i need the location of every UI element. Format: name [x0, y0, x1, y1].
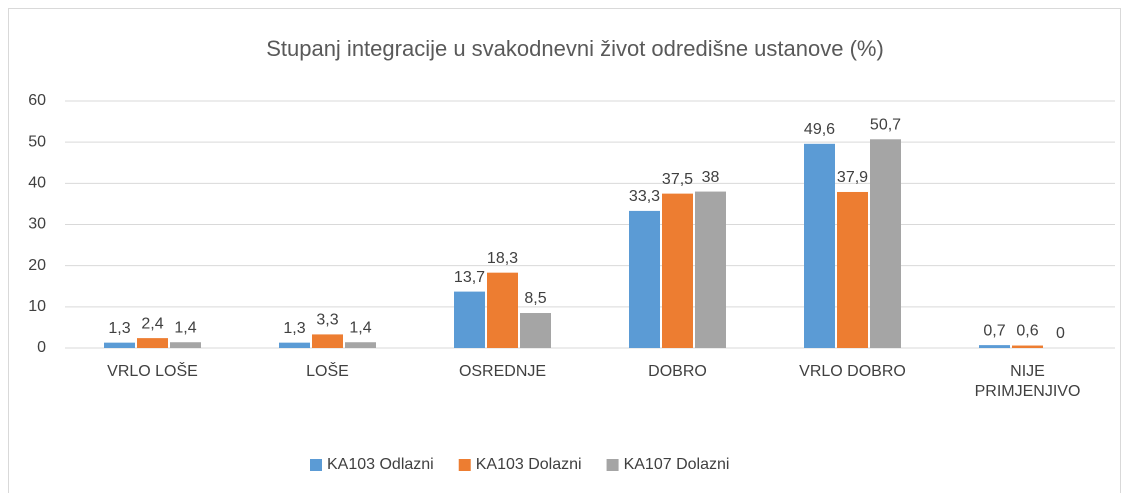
- bar: [870, 139, 901, 348]
- x-tick-label: DOBRO: [648, 363, 707, 380]
- data-label: 49,6: [804, 121, 835, 138]
- bar: [837, 191, 868, 348]
- bar: [170, 342, 201, 348]
- x-tick-label: VRLO DOBRO: [799, 363, 906, 380]
- legend-swatch: [458, 459, 471, 471]
- bar: [137, 338, 168, 348]
- y-tick-label: 60: [28, 92, 46, 109]
- legend-swatch: [606, 459, 619, 471]
- legend-label: KA107 Dolazni: [624, 456, 730, 473]
- legend-swatch: [310, 459, 322, 471]
- x-tick-label-box: OSREDNJE: [458, 363, 547, 380]
- chart-border: [8, 8, 1121, 493]
- y-tick-label: 10: [28, 298, 46, 315]
- y-tick-label: 0: [37, 339, 46, 356]
- data-label: 1,3: [283, 320, 305, 337]
- bar: [662, 193, 693, 348]
- x-tick-label-box: DOBRO: [648, 363, 707, 380]
- data-label: 1,3: [108, 320, 130, 337]
- data-label: 37,9: [837, 169, 868, 186]
- bar: [104, 342, 135, 348]
- data-label: 50,7: [870, 117, 901, 134]
- bar: [279, 342, 310, 348]
- x-tick-label-box: VRLO LOŠE: [107, 363, 198, 380]
- data-label: 0: [1056, 325, 1065, 342]
- x-tick-label: VRLO LOŠE: [107, 363, 198, 380]
- data-label: 13,7: [454, 269, 485, 286]
- chart-title: Stupanj integracije u svakodnevni život …: [266, 36, 884, 61]
- x-tick-label-box: VRLO DOBRO: [799, 363, 906, 380]
- x-tick-label-box: LOŠE: [306, 363, 349, 380]
- bar: [312, 334, 343, 348]
- bar: [487, 272, 518, 348]
- data-label: 38: [702, 169, 720, 186]
- x-tick-label: NIJE PRIMJENJIVO: [974, 363, 1081, 400]
- bar: [520, 313, 551, 348]
- y-tick-label: 20: [28, 257, 46, 274]
- bar: [979, 345, 1010, 348]
- data-label: 1,4: [174, 319, 196, 336]
- data-label: 0,6: [1016, 323, 1038, 340]
- bar: [454, 291, 485, 348]
- data-label: 8,5: [524, 290, 546, 307]
- y-tick-label: 30: [28, 216, 46, 233]
- data-label: 2,4: [141, 315, 163, 332]
- legend-label: KA103 Odlazni: [327, 456, 434, 473]
- x-tick-label-box: NIJE PRIMJENJIVO: [974, 363, 1081, 400]
- data-label: 3,3: [316, 312, 338, 329]
- x-tick-label: OSREDNJE: [458, 363, 547, 380]
- legend-label: KA103 Dolazni: [476, 456, 582, 473]
- data-label: 0,7: [983, 322, 1005, 339]
- data-label: 18,3: [487, 250, 518, 267]
- data-label: 1,4: [349, 319, 371, 336]
- bar: [804, 143, 835, 348]
- bar: [629, 210, 660, 348]
- bar: [1012, 345, 1043, 348]
- bar: [695, 191, 726, 348]
- data-label: 37,5: [662, 171, 693, 188]
- bar: [345, 342, 376, 348]
- y-tick-label: 40: [28, 175, 46, 192]
- x-tick-label: LOŠE: [306, 363, 349, 380]
- y-tick-label: 50: [28, 133, 46, 150]
- data-label: 33,3: [629, 188, 660, 205]
